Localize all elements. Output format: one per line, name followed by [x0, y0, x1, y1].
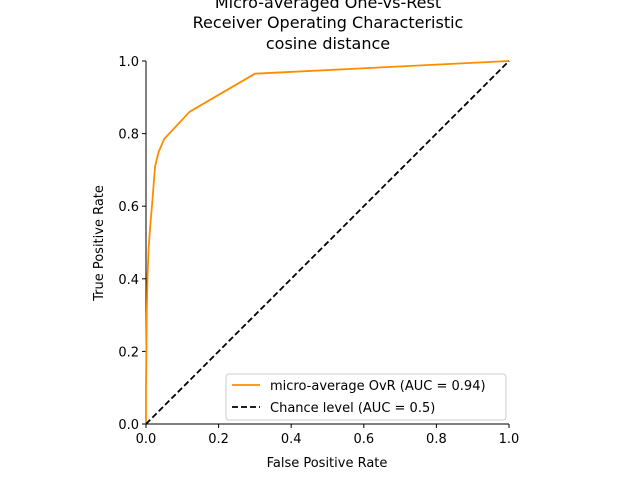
y-tick-label: 0.2 — [118, 345, 139, 360]
y-tick-label: 0.4 — [118, 273, 139, 288]
x-tick-label: 0.0 — [136, 432, 157, 447]
legend: micro-average OvR (AUC = 0.94) Chance le… — [225, 373, 507, 421]
legend-label-chance-level: Chance level (AUC = 0.5) — [270, 401, 435, 416]
x-ticks: 0.0 0.2 0.4 0.6 0.8 1.0 — [136, 424, 520, 447]
legend-box — [225, 373, 507, 421]
x-axis-label: False Positive Rate — [267, 456, 388, 471]
y-tick-label: 0.0 — [118, 418, 139, 433]
y-ticks: 0.0 0.2 0.4 0.6 0.8 1.0 — [118, 55, 146, 433]
y-tick-label: 1.0 — [118, 55, 139, 70]
series-layer — [145, 60, 510, 425]
legend-label-micro-average: micro-average OvR (AUC = 0.94) — [270, 379, 486, 394]
title-line-2: Receiver Operating Characteristic — [193, 13, 464, 32]
x-tick-label: 1.0 — [499, 432, 520, 447]
x-tick-label: 0.6 — [353, 432, 374, 447]
chart-title: Micro-averaged One-vs-Rest Receiver Oper… — [193, 0, 464, 53]
y-tick-label: 0.6 — [118, 200, 139, 215]
title-line-3: cosine distance — [266, 34, 390, 53]
x-tick-label: 0.8 — [426, 432, 447, 447]
title-line-1: Micro-averaged One-vs-Rest — [215, 0, 441, 12]
y-tick-label: 0.8 — [118, 128, 139, 143]
y-axis-label: True Positive Rate — [92, 185, 107, 302]
series-line-micro-average — [145, 60, 510, 424]
x-tick-label: 0.4 — [281, 432, 302, 447]
x-tick-label: 0.2 — [208, 432, 229, 447]
series-line-chance-level — [145, 60, 510, 425]
